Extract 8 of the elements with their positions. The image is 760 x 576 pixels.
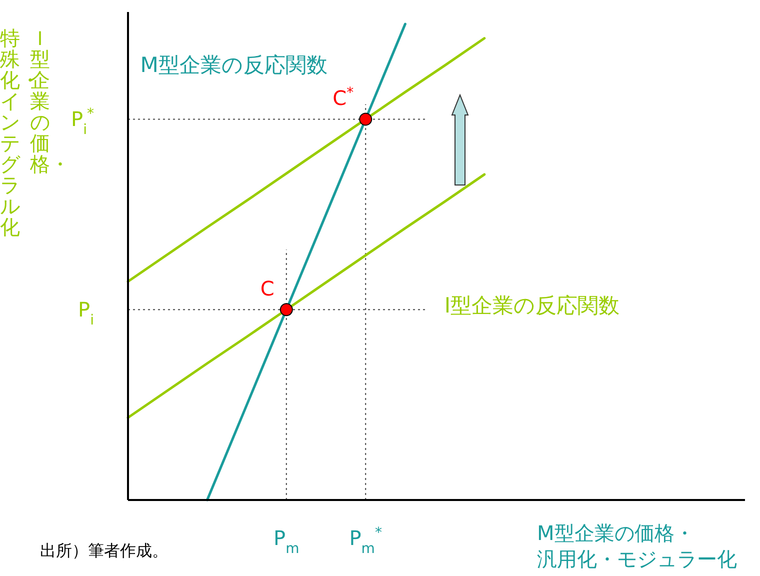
x-tick-label: P$_{m}$ bbox=[274, 526, 300, 557]
text: M型企業の反応関数 bbox=[140, 53, 328, 77]
text: I型企業の反応関数 bbox=[444, 293, 620, 318]
annotation: C$^{*}$ bbox=[332, 85, 354, 110]
text: 出所）筆者作成。 bbox=[40, 541, 168, 560]
x-axis-title: M型企業の価格・汎用化・モジュラー化 bbox=[537, 521, 737, 571]
ref-line-label: P$_{i}$ bbox=[78, 298, 94, 329]
annotation: C bbox=[260, 276, 274, 301]
